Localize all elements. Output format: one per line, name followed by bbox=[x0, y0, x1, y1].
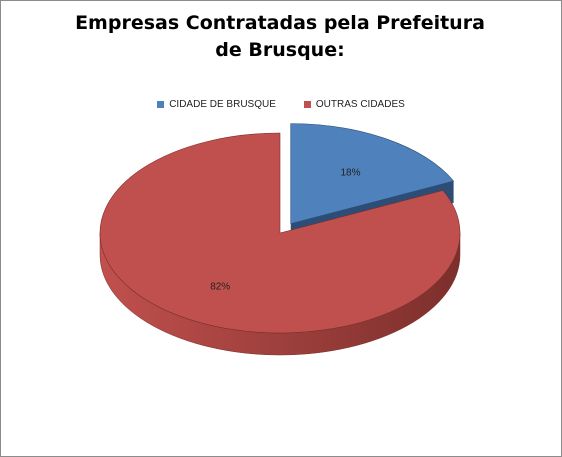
data-label-cidade-de-brusque: 18% bbox=[341, 167, 361, 178]
legend-item-cidade-de-brusque: CIDADE DE BRUSQUE bbox=[157, 99, 276, 110]
legend-swatch-cidade-de-brusque bbox=[157, 101, 165, 108]
legend-label-outras-cidades: OUTRAS CIDADES bbox=[315, 99, 405, 110]
pie-slice-outras-cidades bbox=[99, 132, 461, 334]
chart-title: Empresas Contratadas pela Prefeitura de … bbox=[75, 12, 485, 61]
pie-slice-cidade-de-brusque bbox=[290, 123, 455, 225]
data-label-outras-cidades: 82% bbox=[210, 281, 230, 292]
legend-item-outras-cidades: OUTRAS CIDADES bbox=[303, 99, 405, 110]
legend-label-cidade-de-brusque: CIDADE DE BRUSQUE bbox=[169, 99, 276, 110]
legend-swatch-outras-cidades bbox=[303, 101, 311, 108]
legend: CIDADE DE BRUSQUE OUTRAS CIDADES bbox=[0, 99, 562, 110]
